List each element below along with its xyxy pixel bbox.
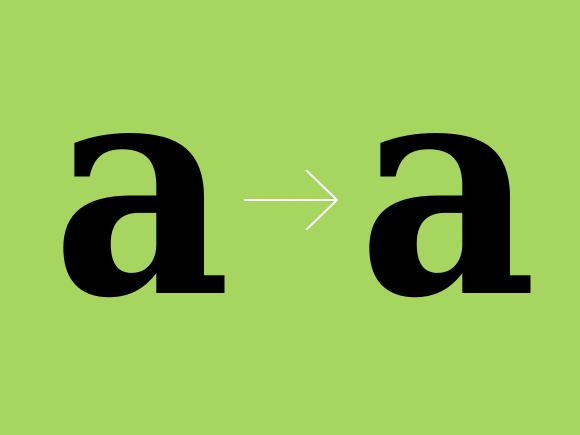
original-glyph: a	[52, 11, 231, 364]
modified-glyph: a	[358, 11, 537, 364]
right-arrow-icon	[244, 170, 339, 230]
